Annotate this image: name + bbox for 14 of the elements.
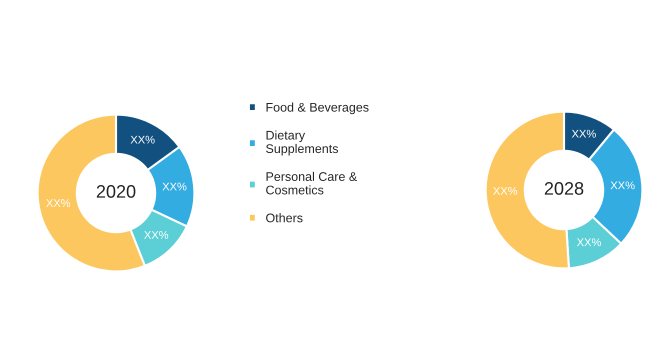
data-label: XX% (46, 199, 70, 207)
data-label: XX% (130, 136, 155, 144)
legend-label: Dietary Supplements (266, 130, 338, 156)
data-label: XX% (610, 181, 635, 190)
data-label: XX% (144, 231, 168, 239)
legend-label: Food & Beverages (266, 102, 369, 114)
data-label: XX% (576, 238, 601, 246)
text: 2020 (96, 185, 136, 198)
data-label: XX% (572, 130, 596, 138)
text: 2028 (544, 182, 584, 195)
legend-label: Others (266, 213, 303, 222)
legend-label: Personal Care & Cosmetics (266, 172, 358, 194)
data-label: XX% (493, 187, 518, 195)
data-label: XX% (162, 182, 186, 190)
